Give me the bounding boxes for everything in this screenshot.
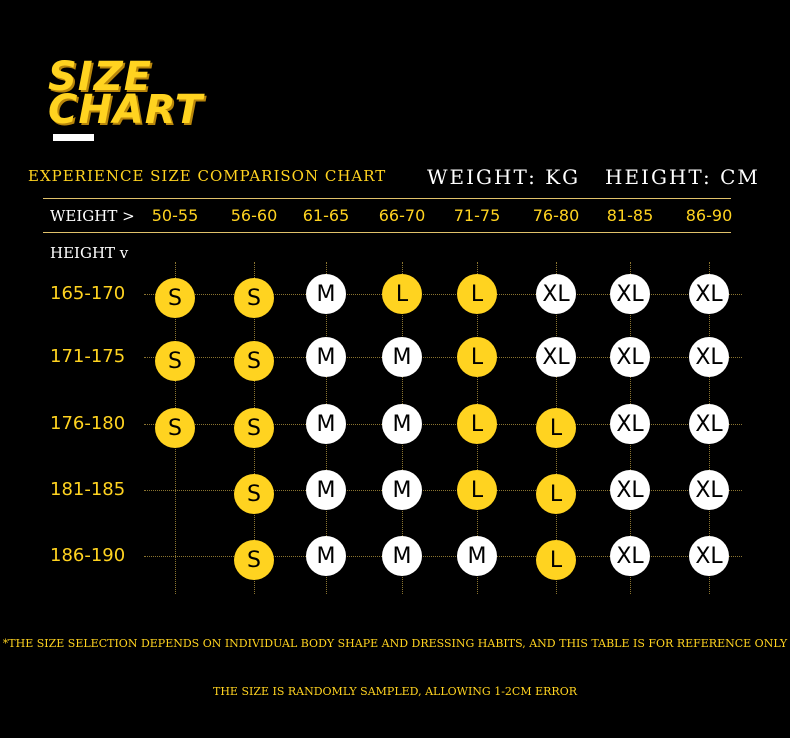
weight-header: 71-75: [453, 206, 501, 225]
header-bottom-rule: [43, 232, 731, 233]
size-badge: M: [457, 536, 497, 576]
size-badge: L: [536, 540, 576, 580]
size-badge: L: [536, 408, 576, 448]
size-badge: S: [234, 474, 274, 514]
height-row-label: 171-175: [50, 346, 126, 367]
size-badge: M: [382, 337, 422, 377]
title-line-2: CHART: [48, 87, 204, 133]
size-badge: L: [536, 474, 576, 514]
height-row-label: 186-190: [50, 545, 126, 566]
weight-header: 86-90: [685, 206, 733, 225]
weight-header: 50-55: [151, 206, 199, 225]
footnote-reference: *THE SIZE SELECTION DEPENDS ON INDIVIDUA…: [2, 637, 788, 650]
weight-header: 81-85: [606, 206, 654, 225]
title-line-1: SIZE: [48, 54, 153, 100]
grid-row-line: [144, 424, 742, 425]
size-badge: S: [234, 278, 274, 318]
size-badge: M: [306, 536, 346, 576]
height-row-label: 165-170: [50, 283, 126, 304]
size-badge: S: [234, 408, 274, 448]
size-badge: S: [155, 408, 195, 448]
size-badge: L: [457, 274, 497, 314]
size-badge: XL: [610, 536, 650, 576]
size-badge: XL: [689, 274, 729, 314]
grid-row-line: [144, 490, 742, 491]
header-top-rule: [43, 198, 731, 199]
weight-axis-label: WEIGHT >: [50, 207, 135, 225]
grid-row-line: [144, 294, 742, 295]
height-row-label: 181-185: [50, 479, 126, 500]
weight-header: 76-80: [532, 206, 580, 225]
size-badge: S: [234, 341, 274, 381]
size-badge: L: [382, 274, 422, 314]
weight-header: 56-60: [230, 206, 278, 225]
grid-row-line: [144, 357, 742, 358]
size-badge: M: [306, 404, 346, 444]
size-badge: S: [155, 278, 195, 318]
height-axis-label: HEIGHT v: [50, 244, 129, 262]
size-badge: XL: [689, 337, 729, 377]
title-underline: [53, 134, 94, 141]
weight-header: 66-70: [378, 206, 426, 225]
size-badge: XL: [536, 274, 576, 314]
size-badge: L: [457, 470, 497, 510]
size-badge: M: [306, 274, 346, 314]
size-badge: XL: [610, 274, 650, 314]
size-badge: L: [457, 337, 497, 377]
size-badge: L: [457, 404, 497, 444]
size-badge: M: [306, 470, 346, 510]
size-badge: M: [306, 337, 346, 377]
size-badge: XL: [689, 470, 729, 510]
weight-header: 61-65: [302, 206, 350, 225]
footnote-error: THE SIZE IS RANDOMLY SAMPLED, ALLOWING 1…: [212, 685, 577, 698]
size-badge: XL: [536, 337, 576, 377]
size-badge: S: [234, 540, 274, 580]
size-badge: M: [382, 404, 422, 444]
height-unit: HEIGHT: CM: [605, 165, 760, 189]
subtitle: EXPERIENCE SIZE COMPARISON CHART: [28, 167, 387, 185]
size-badge: M: [382, 536, 422, 576]
size-badge: XL: [610, 404, 650, 444]
weight-unit: WEIGHT: KG: [427, 165, 581, 189]
height-row-label: 176-180: [50, 413, 126, 434]
grid-row-line: [144, 556, 742, 557]
size-badge: XL: [689, 536, 729, 576]
size-badge: XL: [689, 404, 729, 444]
size-badge: XL: [610, 470, 650, 510]
size-badge: S: [155, 341, 195, 381]
size-badge: XL: [610, 337, 650, 377]
size-badge: M: [382, 470, 422, 510]
